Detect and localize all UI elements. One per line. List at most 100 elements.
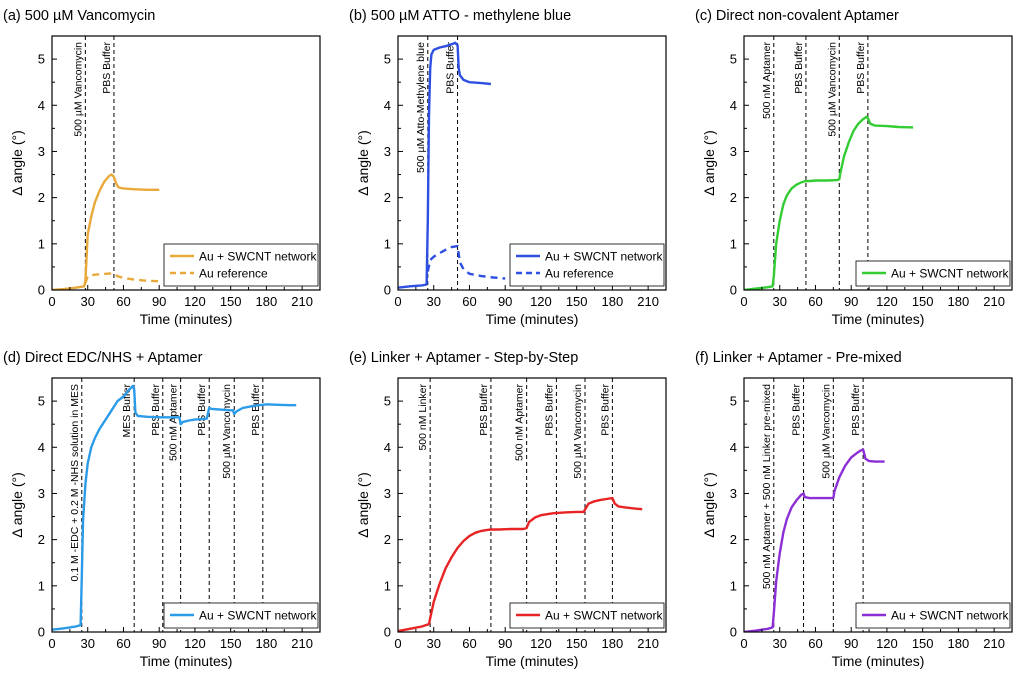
y-tick-label: 1 (38, 578, 45, 593)
legend-label: Au + SWCNT network (545, 250, 663, 264)
x-tick-label: 60 (462, 294, 476, 309)
chart-panel-c: (c) Direct non-covalent Aptamer 500 nM Ap… (695, 8, 1013, 327)
chart-panel-e: (e) Linker + Aptamer - Step-by-Step 500 n… (349, 350, 667, 669)
event-label: PBS Buffer (101, 42, 113, 94)
x-axis-title: Time (minutes) (832, 311, 925, 327)
event-label: 500 nM Aptamer (761, 42, 773, 120)
legend-label: Au reference (545, 267, 614, 281)
legend-label: Au + SWCNT network (199, 250, 317, 264)
y-axis-title: Δ angle (°) (355, 472, 371, 538)
y-tick-label: 2 (38, 532, 45, 547)
x-tick-label: 210 (637, 294, 659, 309)
panel-title: (b) 500 µM ATTO - methylene blue (349, 8, 571, 24)
legend-box (163, 243, 319, 287)
y-tick-label: 5 (38, 52, 45, 67)
event-label: 500 nM Linker (417, 384, 429, 451)
x-tick-label: 90 (152, 636, 166, 651)
legend: Au + SWCNT network (855, 602, 1011, 629)
y-tick-label: 4 (38, 98, 45, 113)
event-label: PBS Buffer (445, 42, 457, 94)
y-axis-title: Δ angle (°) (355, 130, 371, 196)
y-tick-label: 3 (730, 486, 737, 501)
y-tick-label: 4 (38, 440, 45, 455)
panel-title: (f) Linker + Aptamer - Pre-mixed (695, 350, 902, 366)
series-line (52, 384, 297, 631)
x-tick-label: 0 (394, 294, 401, 309)
y-tick-label: 2 (384, 532, 391, 547)
x-tick-label: 30 (772, 294, 786, 309)
y-tick-label: 1 (38, 236, 45, 251)
event-label: 500 nM Aptamer (168, 384, 180, 462)
legend: Au + SWCNT network Au reference (509, 243, 665, 287)
x-tick-label: 150 (912, 294, 934, 309)
x-tick-label: 180 (602, 294, 624, 309)
event-label: PBS Buffer (850, 384, 862, 436)
y-tick-label: 5 (38, 394, 45, 409)
x-tick-label: 90 (498, 294, 512, 309)
x-tick-label: 30 (426, 636, 440, 651)
x-tick-label: 120 (876, 294, 898, 309)
x-tick-label: 180 (256, 636, 278, 651)
chart-panel-b: (b) 500 µM ATTO - methylene blue 500 µM A… (349, 8, 667, 327)
x-tick-label: 120 (184, 294, 206, 309)
event-label: 500 µM Atto-Methylene blue (415, 42, 427, 173)
y-tick-label: 0 (730, 283, 737, 298)
y-tick-label: 2 (730, 190, 737, 205)
x-tick-label: 210 (291, 294, 313, 309)
x-tick-label: 0 (48, 636, 55, 651)
event-label: PBS Buffer (855, 42, 867, 94)
series-line (52, 173, 160, 290)
x-tick-label: 0 (48, 294, 55, 309)
event-label: PBS Buffer (793, 42, 805, 94)
legend: Au + SWCNT network (509, 602, 665, 629)
event-label: PBS Buffer (791, 384, 803, 436)
y-axis-title: Δ angle (°) (701, 130, 717, 196)
y-tick-label: 5 (730, 394, 737, 409)
y-axis-title: Δ angle (°) (9, 130, 25, 196)
x-tick-label: 60 (462, 636, 476, 651)
x-tick-label: 210 (291, 636, 313, 651)
x-tick-label: 120 (530, 294, 552, 309)
x-tick-label: 120 (184, 636, 206, 651)
y-axis-title: Δ angle (°) (701, 472, 717, 538)
y-tick-label: 2 (38, 190, 45, 205)
x-tick-label: 60 (116, 294, 130, 309)
event-label: 500 µM Vancomycin (572, 384, 584, 479)
x-axis-title: Time (minutes) (140, 311, 233, 327)
y-tick-label: 4 (730, 98, 737, 113)
x-tick-label: 60 (808, 294, 822, 309)
x-tick-label: 150 (220, 294, 242, 309)
y-tick-label: 3 (384, 144, 391, 159)
series-line (84, 272, 160, 284)
event-label: PBS Buffer (599, 384, 611, 436)
x-tick-label: 90 (152, 294, 166, 309)
event-label: PBS Buffer (478, 384, 490, 436)
series-line (398, 41, 492, 289)
x-tick-label: 150 (566, 636, 588, 651)
legend-label: Au + SWCNT network (199, 609, 317, 623)
event-label: 500 µM Vancomycin (826, 42, 838, 137)
legend-box (509, 243, 665, 287)
x-tick-label: 150 (912, 636, 934, 651)
x-tick-label: 30 (426, 294, 440, 309)
chart-panel-f: (f) Linker + Aptamer - Pre-mixed 500 nM A… (695, 350, 1013, 669)
plot-frame (51, 35, 321, 291)
x-axis-title: Time (minutes) (140, 653, 233, 669)
x-tick-label: 150 (220, 636, 242, 651)
legend: Au + SWCNT network Au reference (163, 243, 319, 287)
y-tick-label: 0 (38, 283, 45, 298)
event-label: PBS Buffer (543, 384, 555, 436)
y-tick-label: 5 (730, 52, 737, 67)
plot-frame (743, 377, 1013, 633)
y-tick-label: 0 (730, 625, 737, 640)
y-axis-title: Δ angle (°) (9, 472, 25, 538)
x-tick-label: 60 (808, 636, 822, 651)
x-tick-label: 60 (116, 636, 130, 651)
event-label: 500 nM Aptamer (514, 384, 526, 462)
x-tick-label: 90 (844, 294, 858, 309)
y-tick-label: 0 (384, 625, 391, 640)
x-tick-label: 210 (983, 294, 1005, 309)
x-axis-title: Time (minutes) (486, 653, 579, 669)
x-tick-label: 0 (740, 294, 747, 309)
